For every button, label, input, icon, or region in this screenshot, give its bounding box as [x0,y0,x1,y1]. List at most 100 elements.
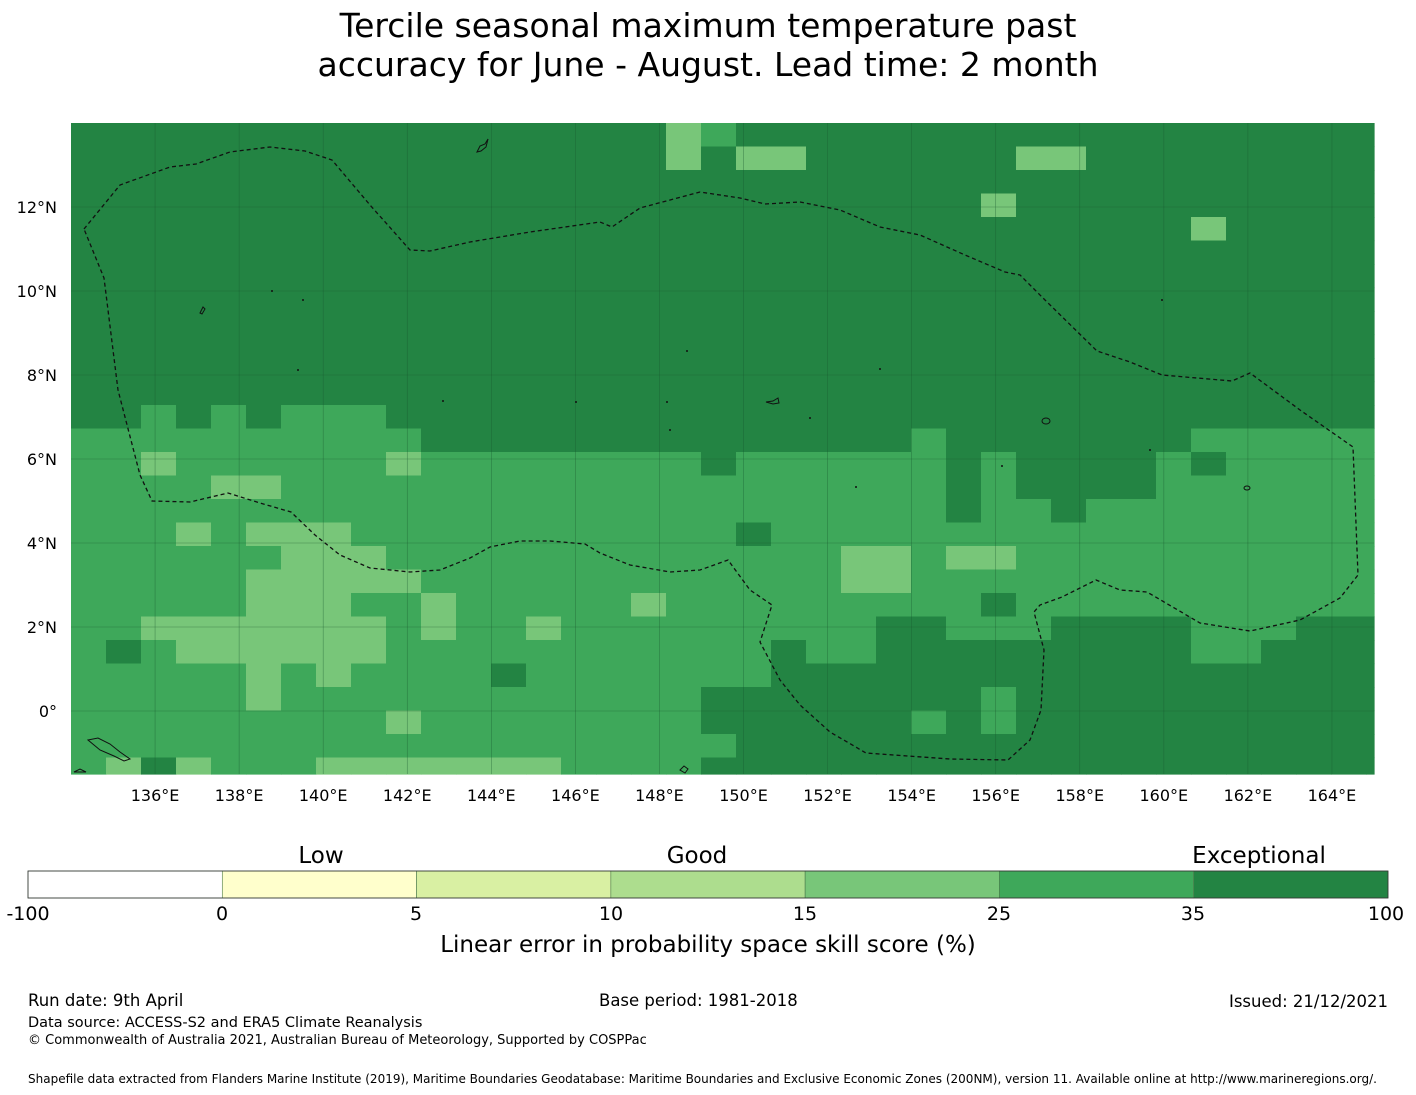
skill-cell [1261,616,1297,641]
skill-cell [351,522,387,547]
skill-cell [176,311,212,336]
skill-cell [841,499,877,524]
skill-cell [771,287,807,312]
skill-grid [71,123,1375,775]
skill-cell [1226,287,1262,312]
skill-cell [1191,687,1227,712]
skill-cell [911,452,947,477]
skill-cell [316,311,352,336]
skill-cell [736,710,772,735]
skill-cell [596,311,632,336]
skill-cell [456,452,492,477]
skill-cell [1191,734,1227,759]
skill-cell [491,146,527,171]
skill-cell [526,217,562,242]
skill-cell [1086,569,1122,594]
skill-cell [351,217,387,242]
skill-cell [771,428,807,453]
skill-cell [386,405,422,430]
skill-cell [1016,193,1052,218]
skill-cell [1366,687,1375,712]
skill-cell [1121,734,1157,759]
skill-cell [1261,452,1297,477]
skill-cell [351,734,387,759]
skill-cell [106,593,142,618]
skill-cell [1226,640,1262,665]
skill-cell [316,663,352,688]
skill-cell [1016,240,1052,265]
skill-cell [421,358,457,383]
skill-cell [141,334,177,359]
skill-cell [351,593,387,618]
skill-cell [561,593,597,618]
skill-cell [386,240,422,265]
skill-cell [526,287,562,312]
skill-cell [526,358,562,383]
skill-cell [176,428,212,453]
title-line-1: Tercile seasonal maximum temperature pas… [339,6,1077,45]
skill-cell [1366,240,1375,265]
skill-cell [316,358,352,383]
skill-cell [876,123,912,148]
skill-cell [1296,687,1332,712]
skill-cell [946,710,982,735]
skill-cell [946,663,982,688]
skill-cell [211,428,247,453]
skill-cell [876,311,912,336]
skill-cell [946,170,982,195]
skill-cell [1051,616,1087,641]
skill-cell [1261,358,1297,383]
skill-cell [596,499,632,524]
skill-cell [281,522,317,547]
skill-cell [1156,734,1192,759]
skill-cell [71,593,107,618]
skill-cell [1121,287,1157,312]
skill-cell [456,522,492,547]
skill-cell [351,193,387,218]
skill-cell [456,240,492,265]
skill-cell [561,334,597,359]
run-date: Run date: 9th April [28,991,184,1010]
skill-cell [316,287,352,312]
skill-cell [1296,240,1332,265]
skill-cell [841,640,877,665]
skill-cell [806,381,842,406]
skill-cell [631,240,667,265]
skill-cell [71,287,107,312]
skill-cell [876,170,912,195]
skill-cell [631,311,667,336]
skill-cell [946,428,982,453]
skill-cell [1121,616,1157,641]
skill-cell [456,287,492,312]
skill-cell [771,264,807,289]
skill-cell [561,381,597,406]
skill-cell [1261,734,1297,759]
skill-cell [211,757,247,775]
skill-cell [1296,381,1332,406]
skill-cell [211,546,247,571]
skill-cell [1296,452,1332,477]
skill-cell [806,616,842,641]
skill-cell [1156,170,1192,195]
skill-cell [106,475,142,500]
skill-cell [1331,381,1367,406]
skill-cell [351,381,387,406]
skill-cell [596,428,632,453]
skill-cell [1016,334,1052,359]
skill-cell [526,640,562,665]
atoll-dot [855,486,857,488]
skill-cell [806,499,842,524]
skill-cell [736,311,772,336]
skill-cell [1226,311,1262,336]
skill-cell [1051,334,1087,359]
skill-cell [141,757,177,775]
skill-cell [911,593,947,618]
skill-cell [526,475,562,500]
skill-cell [246,217,282,242]
skill-cell [1331,522,1367,547]
skill-cell [246,405,282,430]
skill-cell [1086,264,1122,289]
skill-cell [911,522,947,547]
skill-cell [421,146,457,171]
skill-cell [1086,405,1122,430]
